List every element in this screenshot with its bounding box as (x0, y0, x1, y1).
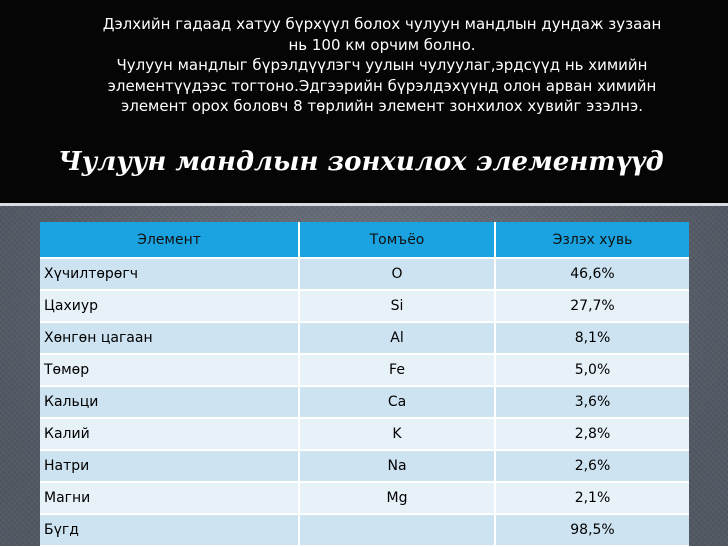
slide-title: Чулуун мандлын зонхилох элементүүд (58, 147, 664, 177)
percent-cell: 2,6% (495, 450, 689, 483)
intro-line: нь 100 км орчим болно. (288, 35, 476, 54)
element-name-cell: Төмөр (40, 354, 300, 387)
percent-cell: 98,5% (495, 514, 689, 547)
table-row: Цахиур Si 27,7% (40, 290, 689, 323)
intro-line: Дэлхийн гадаад хатуу бүрхүүл болох чулуу… (102, 15, 662, 33)
slide-header: Дэлхийн гадаад хатуу бүрхүүл болох чулуу… (0, 0, 728, 206)
element-name-cell: Бүгд (40, 514, 300, 547)
table-row: Хүчилтөрөгч O 46,6% (40, 258, 689, 291)
table-row: Магни Mg 2,1% (40, 482, 689, 515)
percent-cell: 8,1% (495, 322, 689, 355)
table-row: Кальци Ca 3,6% (40, 386, 689, 419)
table-row: Натри Na 2,6% (40, 450, 689, 483)
element-name-cell: Хөнгөн цагаан (40, 322, 300, 355)
table-row: Хөнгөн цагаан Al 8,1% (40, 322, 689, 355)
element-name-cell: Магни (40, 482, 300, 515)
symbol-cell: Fe (299, 354, 496, 387)
column-header-symbol: Томъёо (299, 222, 496, 259)
symbol-cell: K (299, 418, 496, 451)
percent-cell: 3,6% (495, 386, 689, 419)
intro-line: элемент орох боловч 8 төрлийн элемент зо… (121, 97, 643, 115)
intro-line: Чулуун мандлыг бүрэлдүүлэгч уулын чулуул… (116, 56, 648, 74)
symbol-cell: Na (299, 450, 496, 483)
element-name-cell: Цахиур (40, 290, 300, 323)
table-row: Калий K 2,8% (40, 418, 689, 451)
intro-text: Дэлхийн гадаад хатуу бүрхүүл болох чулуу… (52, 14, 712, 117)
table-row: Төмөр Fe 5,0% (40, 354, 689, 387)
element-name-cell: Кальци (40, 386, 300, 419)
percent-cell: 5,0% (495, 354, 689, 387)
symbol-cell: O (299, 258, 496, 291)
column-header-element: Элемент (40, 222, 300, 259)
percent-cell: 2,1% (495, 482, 689, 515)
element-name-cell: Натри (40, 450, 300, 483)
symbol-cell (299, 514, 496, 547)
element-name-cell: Хүчилтөрөгч (40, 258, 300, 291)
table-header-row: Элемент Томъёо Эзлэх хувь (40, 222, 689, 259)
percent-cell: 27,7% (495, 290, 689, 323)
element-name-cell: Калий (40, 418, 300, 451)
symbol-cell: Al (299, 322, 496, 355)
table-row-total: Бүгд 98,5% (40, 514, 689, 547)
elements-table: Элемент Томъёо Эзлэх хувь Хүчилтөрөгч O … (40, 222, 689, 547)
column-header-percent: Эзлэх хувь (495, 222, 689, 259)
symbol-cell: Ca (299, 386, 496, 419)
symbol-cell: Mg (299, 482, 496, 515)
intro-line: элементүүдээс тогтоно.Эдгээрийн бүрэлдэх… (107, 76, 657, 95)
percent-cell: 2,8% (495, 418, 689, 451)
percent-cell: 46,6% (495, 258, 689, 291)
symbol-cell: Si (299, 290, 496, 323)
